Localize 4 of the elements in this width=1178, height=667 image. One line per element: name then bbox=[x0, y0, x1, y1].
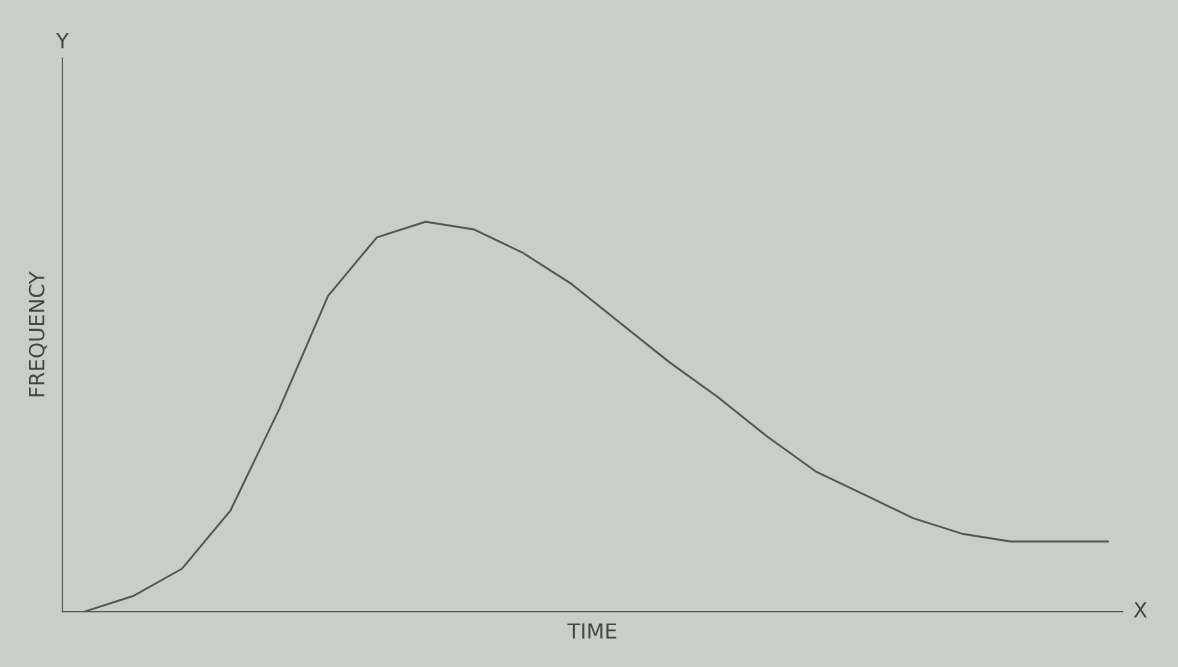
x-axis-title: TIME bbox=[567, 623, 617, 639]
text: X bbox=[1133, 602, 1147, 618]
y-axis-title: FREQUENCY bbox=[28, 271, 47, 397]
text: Y bbox=[56, 32, 69, 49]
